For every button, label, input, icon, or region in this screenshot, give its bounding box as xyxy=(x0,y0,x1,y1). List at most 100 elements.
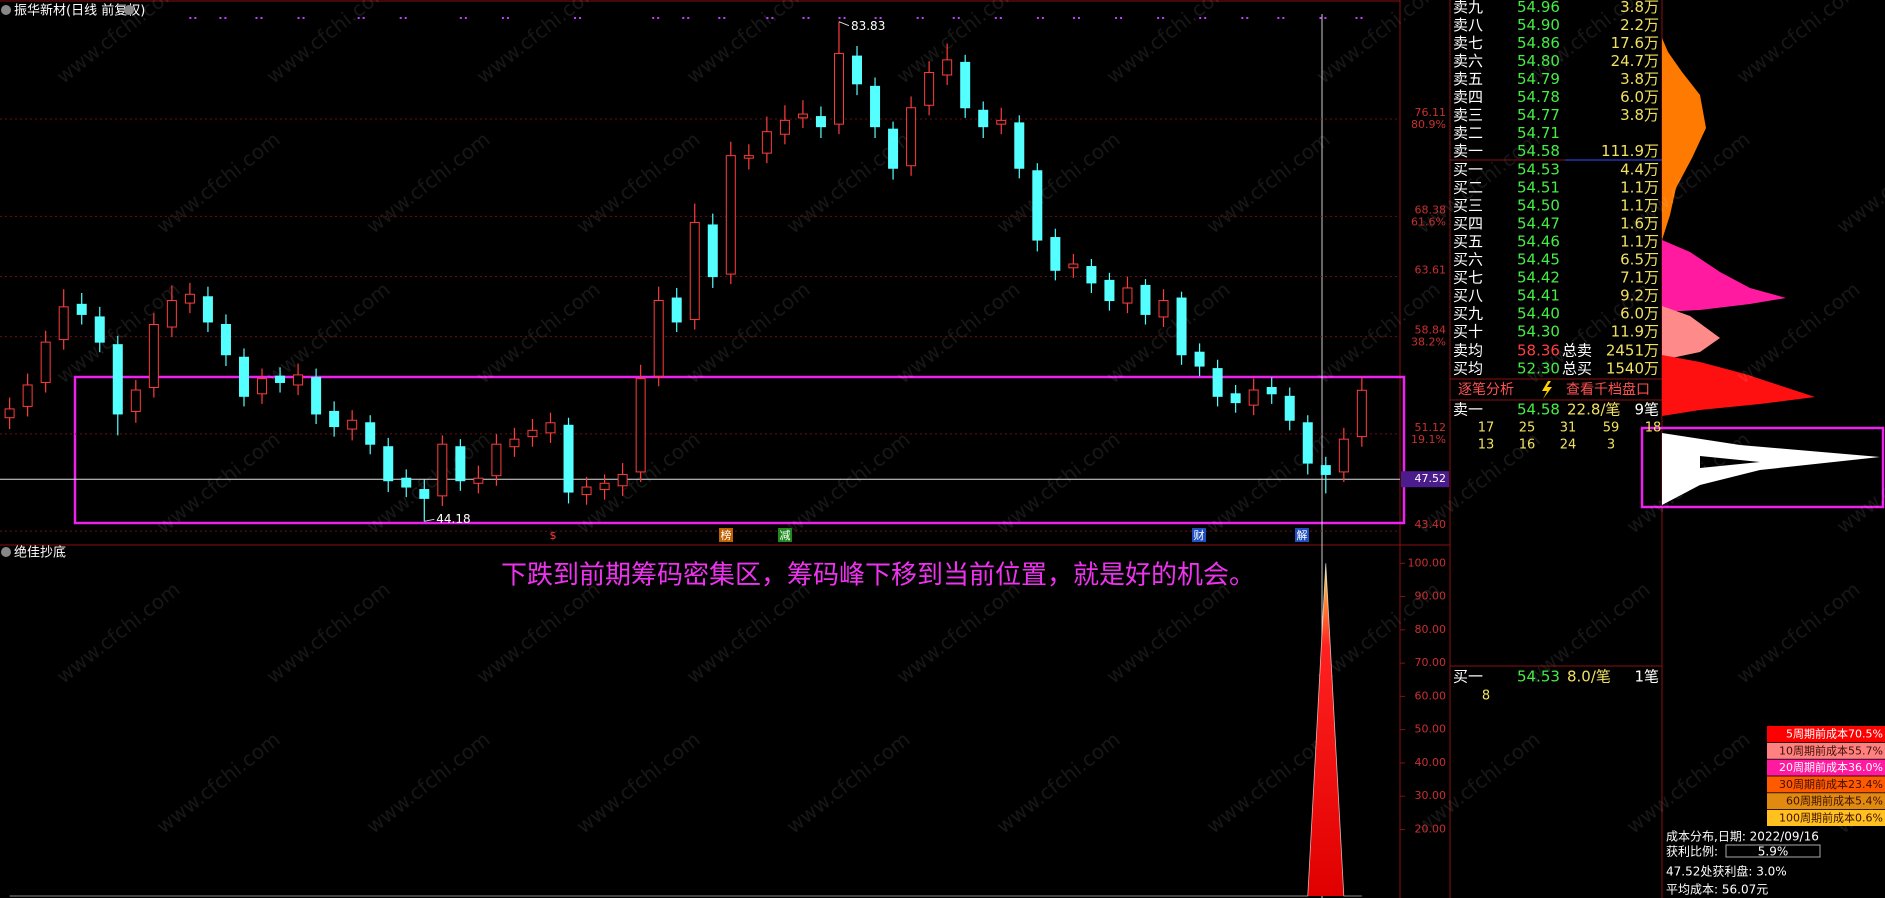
candle-body xyxy=(473,477,484,484)
flash-icon[interactable] xyxy=(1542,381,1552,399)
candle-body xyxy=(779,119,790,135)
top-marker xyxy=(224,17,227,19)
stock-title: 振华新材(日线 前复权) xyxy=(14,3,145,19)
candle-body xyxy=(383,446,394,482)
candle-body xyxy=(22,384,33,407)
chip-shape xyxy=(1662,433,1880,505)
top-marker xyxy=(1036,17,1039,19)
y-tick-label: 30.00 xyxy=(1415,789,1447,802)
candle-body xyxy=(491,443,502,477)
avg-cost: 平均成本: 56.07元 xyxy=(1666,883,1768,897)
event-marker: 减 xyxy=(780,529,791,542)
top-marker xyxy=(723,17,726,19)
candle-body xyxy=(4,408,15,419)
top-marker xyxy=(260,17,263,19)
top-marker xyxy=(879,17,882,19)
top-marker xyxy=(994,17,997,19)
order-book-cell: 买均 xyxy=(1453,360,1483,378)
low-label: 44.18 xyxy=(436,512,470,526)
candle-body xyxy=(743,155,754,159)
top-marker xyxy=(657,17,660,19)
order-count: 16 xyxy=(1519,438,1536,453)
candle-body xyxy=(437,443,448,497)
order-book-cell: 买三 xyxy=(1453,196,1483,214)
candle-body xyxy=(76,303,87,315)
candle-body xyxy=(347,419,358,430)
top-marker xyxy=(838,17,841,19)
top-marker xyxy=(1319,17,1322,19)
y-tick-label: 43.40 xyxy=(1415,518,1447,531)
top-marker xyxy=(404,17,407,19)
y-tick-pct: 80.9% xyxy=(1411,118,1446,131)
profit-bar xyxy=(1725,844,1821,858)
order-book-cell: 总买 xyxy=(1562,360,1592,378)
top-marker xyxy=(957,17,960,19)
event-marker: $ xyxy=(550,529,557,542)
top-marker xyxy=(297,17,300,19)
candle-body xyxy=(509,438,520,448)
menu-icon[interactable] xyxy=(1,547,11,557)
top-marker xyxy=(921,17,924,19)
menu-icon[interactable] xyxy=(1,5,11,15)
top-marker xyxy=(916,17,919,19)
order-book-cell: 9笔 xyxy=(1634,401,1659,419)
candle-body xyxy=(1050,237,1061,271)
chip-gap xyxy=(1700,456,1760,468)
candle-body xyxy=(852,55,863,85)
indicator-edge xyxy=(9,563,1362,897)
y-tick-label: 68.38 xyxy=(1415,203,1447,216)
order-book-cell: 54.53 xyxy=(1517,668,1560,686)
top-marker xyxy=(464,17,467,19)
candle-body xyxy=(924,71,935,106)
legend-label: 5周期前成本70.5% xyxy=(1786,727,1883,741)
dropdown-icon[interactable] xyxy=(124,5,134,15)
top-marker xyxy=(579,17,582,19)
candle-body xyxy=(1212,368,1223,397)
candle-body xyxy=(275,375,286,383)
button[interactable]: 逐笔分析 xyxy=(1458,382,1514,398)
order-book-cell: 卖四 xyxy=(1453,88,1483,106)
candle-body xyxy=(1356,389,1367,438)
candle-body xyxy=(130,389,141,412)
legend-swatch xyxy=(1767,759,1885,776)
order-book-cell: 54.40 xyxy=(1517,305,1560,323)
order-book-cell: 卖七 xyxy=(1453,34,1483,52)
order-book-cell: 54.51 xyxy=(1517,178,1560,196)
profit-label: 获利比例: xyxy=(1666,845,1718,859)
button[interactable]: 查看千档盘口 xyxy=(1566,381,1650,398)
annotation: 下跌到前期筹码密集区，筹码峰下移到当前位置，就是好的机会。 xyxy=(501,561,1255,591)
legend-swatch xyxy=(1767,726,1885,742)
legend-label: 20周期前成本36.0% xyxy=(1779,760,1883,774)
top-marker xyxy=(357,17,360,19)
order-book-cell: 卖六 xyxy=(1453,52,1483,70)
top-marker xyxy=(718,17,721,19)
order-book-cell: 54.50 xyxy=(1517,196,1560,214)
top-marker xyxy=(682,17,685,19)
order-book-cell: 买五 xyxy=(1453,232,1483,250)
event-marker: 榜 xyxy=(721,528,732,542)
order-book-cell: 卖均 xyxy=(1453,342,1483,360)
candle-body xyxy=(870,85,881,128)
top-marker xyxy=(506,17,509,19)
order-book-cell: 7.1万 xyxy=(1620,268,1659,286)
candle-body xyxy=(1284,395,1295,421)
high-label: 83.83 xyxy=(851,19,885,33)
order-book-cell: 54.41 xyxy=(1517,286,1560,304)
candle-body xyxy=(689,221,700,320)
order-book-cell: 54.77 xyxy=(1517,106,1560,124)
legend-swatch xyxy=(1767,793,1885,810)
candle-body xyxy=(906,107,917,167)
top-marker xyxy=(1204,17,1207,19)
order-book-cell: 54.80 xyxy=(1517,52,1560,70)
candle-body xyxy=(1014,122,1025,169)
highlight-box xyxy=(73,375,1406,525)
top-marker xyxy=(807,17,810,19)
candle-body xyxy=(527,429,538,438)
order-book-cell: 22.8/笔 xyxy=(1567,401,1620,419)
order-book-cell: 4.4万 xyxy=(1620,160,1659,178)
order-book-cell: 买八 xyxy=(1453,286,1483,304)
order-book-cell: 卖五 xyxy=(1453,70,1483,88)
order-book-cell: 6.0万 xyxy=(1620,305,1659,323)
order-count: 59 xyxy=(1603,421,1620,436)
